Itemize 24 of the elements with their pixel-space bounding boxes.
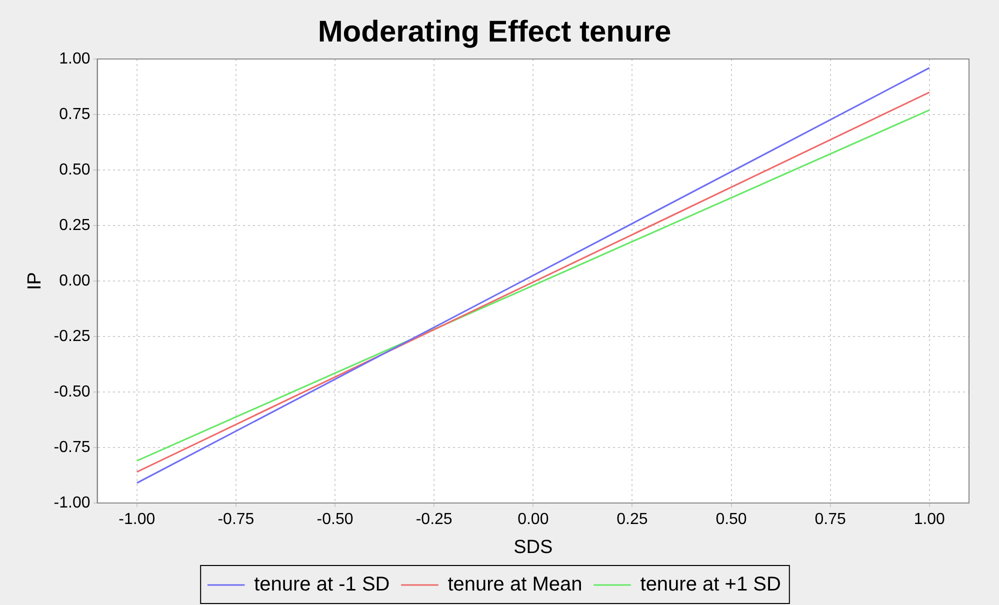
y-tick-label: 0.00	[59, 272, 90, 290]
y-axis-title: IP	[24, 272, 46, 290]
y-tick-label: 0.50	[59, 161, 90, 178]
x-tick-label: 1.00	[914, 511, 946, 528]
y-tick-label: -1.00	[54, 494, 90, 512]
x-tick-label: 0.00	[518, 511, 549, 528]
x-tick-label: -0.25	[416, 511, 452, 528]
y-tick-label: -0.25	[54, 328, 90, 345]
x-tick-label: 0.50	[716, 511, 747, 528]
chart-title: Moderating Effect tenure	[318, 15, 672, 48]
y-tick-label: 1.00	[59, 50, 90, 68]
x-tick-label: -1.00	[118, 511, 156, 528]
y-tick-label: -0.50	[54, 383, 90, 400]
legend-label: tenure at -1 SD	[254, 574, 390, 596]
x-tick-label: -0.50	[316, 511, 354, 528]
legend-label: tenure at Mean	[448, 574, 582, 596]
x-tick-label: 0.75	[814, 511, 846, 528]
legend-label: tenure at +1 SD	[640, 574, 781, 596]
x-tick-label: 0.25	[616, 511, 648, 528]
y-tick-label: -0.75	[54, 438, 90, 456]
y-tick-label: 0.25	[59, 216, 90, 234]
x-axis-title: SDS	[514, 536, 553, 558]
y-tick-label: 0.75	[59, 106, 90, 123]
x-tick-label: -0.75	[218, 511, 254, 528]
